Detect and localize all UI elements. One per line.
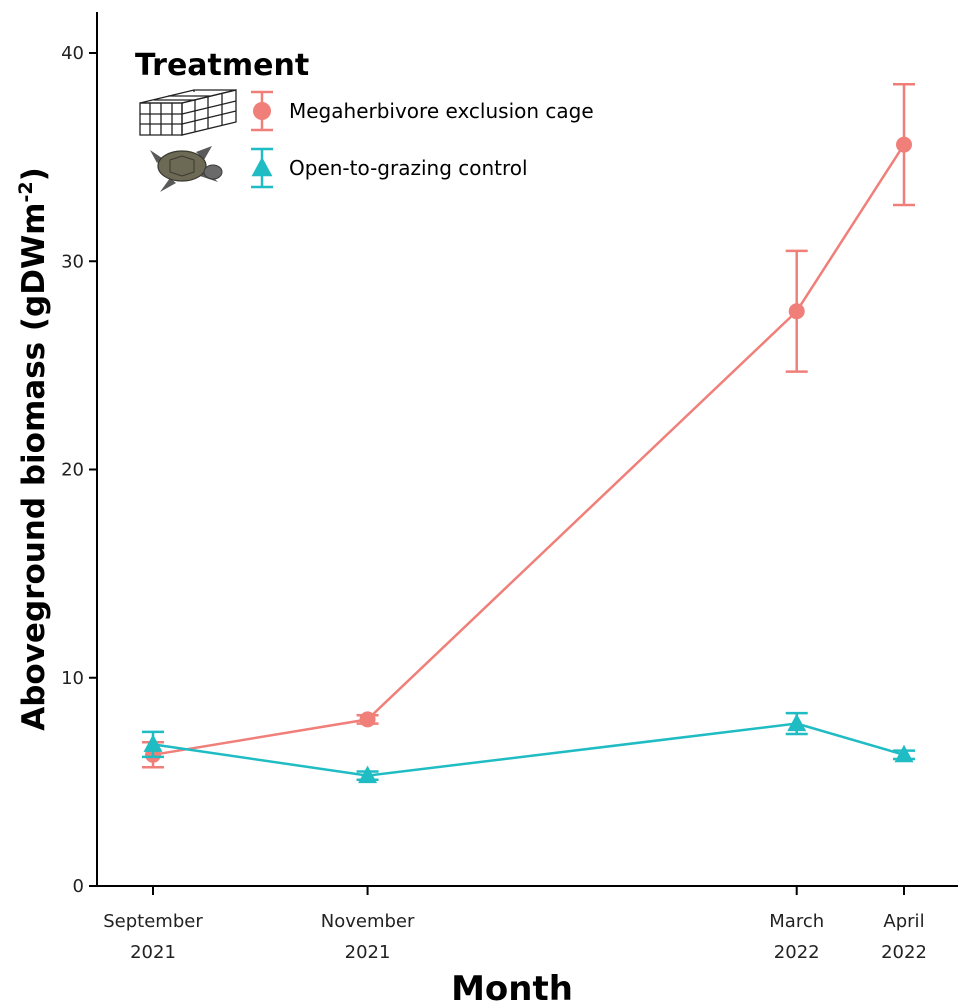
y-tick-label: 0 xyxy=(73,876,84,897)
x-tick-label-year: 2022 xyxy=(881,942,927,963)
y-tick-label: 40 xyxy=(61,43,84,64)
series-line-1 xyxy=(152,143,906,757)
cage-icon xyxy=(139,89,237,136)
y-axis-title-sup: -2 xyxy=(15,181,37,202)
turtle-icon xyxy=(150,146,223,192)
data-point xyxy=(359,711,376,728)
data-point xyxy=(143,734,163,752)
x-tick-label: March xyxy=(769,911,824,932)
legend-key-marker xyxy=(253,102,271,120)
x-tick-label: November xyxy=(321,911,415,932)
x-tick-label-year: 2021 xyxy=(130,942,176,963)
legend-keys: Megaherbivore exclusion cage Open-to-graz… xyxy=(251,90,594,189)
data-point xyxy=(894,744,914,763)
x-tick-label: April xyxy=(883,911,924,932)
y-axis-title-main: Aboveground biomass (gDWm xyxy=(16,203,52,731)
legend-key-marker xyxy=(251,157,273,177)
y-axis-title-close: ) xyxy=(16,167,52,181)
y-tick-label: 20 xyxy=(61,460,84,481)
data-point xyxy=(358,765,378,784)
y-tick-label: 30 xyxy=(61,251,84,272)
series-layer xyxy=(142,82,915,784)
legend-label: Open-to-grazing control xyxy=(289,156,528,180)
data-point xyxy=(788,303,805,320)
x-ticks: September 2021 November 2021 March 2022 April 2… xyxy=(103,886,927,963)
x-tick-label-year: 2022 xyxy=(774,942,820,963)
x-tick-label-year: 2021 xyxy=(345,942,391,963)
data-point xyxy=(896,136,912,153)
data-point xyxy=(787,713,807,732)
series-line-2 xyxy=(152,722,905,777)
y-ticks: 0 10 20 30 40 xyxy=(61,43,97,897)
y-axis-title: Aboveground biomass (gDWm-2) xyxy=(15,167,52,731)
x-tick-label: September xyxy=(103,911,203,932)
legend-label: Megaherbivore exclusion cage xyxy=(289,99,594,123)
x-axis-title: Month xyxy=(451,969,573,1005)
y-tick-label: 10 xyxy=(61,668,84,689)
legend-title: Treatment xyxy=(135,48,309,83)
legend: Treatment xyxy=(135,48,309,192)
